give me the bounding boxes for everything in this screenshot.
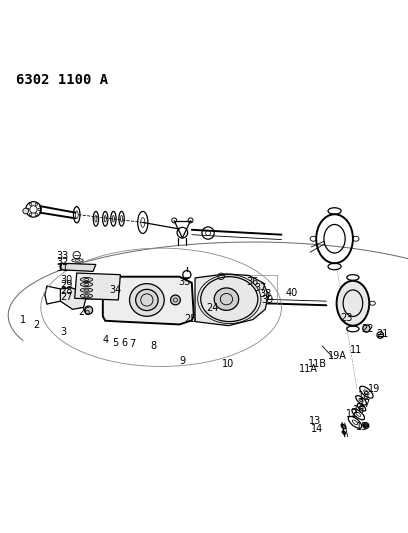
Text: 23: 23 [340,313,352,324]
Ellipse shape [337,281,369,326]
Text: 40: 40 [286,288,298,298]
Polygon shape [75,273,120,300]
Text: 24: 24 [206,303,218,313]
Text: 5: 5 [112,338,119,348]
Text: 16: 16 [353,405,365,415]
Text: 14: 14 [311,424,324,434]
Text: 29: 29 [60,280,72,290]
Text: 18: 18 [358,391,370,401]
Text: 13: 13 [309,416,321,426]
Ellipse shape [80,294,93,298]
Text: 32: 32 [56,257,69,268]
Text: 35: 35 [179,277,191,287]
Text: 30: 30 [60,274,72,285]
Text: 15: 15 [356,422,368,432]
Text: 25: 25 [185,314,197,324]
Ellipse shape [80,278,93,281]
Ellipse shape [135,289,158,311]
Text: 1: 1 [20,316,27,325]
Ellipse shape [80,282,93,287]
Text: 12: 12 [346,409,358,419]
Polygon shape [60,288,86,309]
Circle shape [171,295,180,305]
Text: 9: 9 [179,356,186,366]
Text: 21: 21 [377,329,389,339]
Circle shape [84,306,93,314]
Ellipse shape [80,288,93,292]
Text: 28: 28 [60,286,72,296]
Text: 11: 11 [350,345,362,355]
Circle shape [363,325,370,332]
Text: 26: 26 [78,307,91,317]
Ellipse shape [214,288,239,310]
Circle shape [23,208,29,214]
Text: 17: 17 [359,399,371,409]
Text: 19: 19 [368,384,381,394]
Text: 8: 8 [151,341,157,351]
Text: 31: 31 [56,263,69,273]
Polygon shape [195,274,268,326]
Text: 38: 38 [259,289,271,299]
Text: 6302 1100 A: 6302 1100 A [16,72,109,87]
Text: 27: 27 [60,292,72,302]
Text: 33: 33 [56,251,69,261]
Polygon shape [103,277,194,325]
Text: 2: 2 [33,320,40,330]
Text: 3: 3 [60,327,67,337]
Text: 36: 36 [246,277,258,287]
Text: 10: 10 [222,359,235,369]
Text: 39: 39 [261,295,273,305]
Text: 7: 7 [129,339,136,349]
Ellipse shape [201,277,258,321]
Ellipse shape [129,284,164,316]
Text: 22: 22 [361,324,373,334]
Text: 11A: 11A [299,365,318,374]
Text: 19A: 19A [328,351,347,361]
Text: 37: 37 [254,283,266,293]
Text: 4: 4 [103,335,109,345]
Text: 6: 6 [121,338,127,348]
Text: 34: 34 [109,285,122,295]
Text: 11B: 11B [308,359,327,369]
Polygon shape [60,263,96,271]
